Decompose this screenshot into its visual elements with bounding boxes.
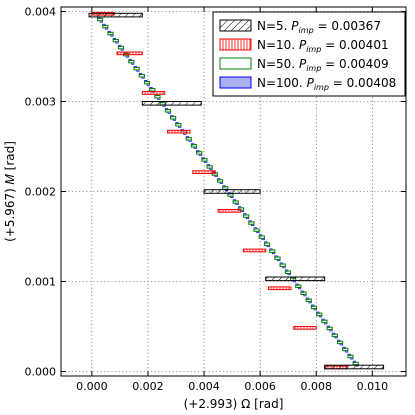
y-tick-label: 0.003 — [25, 96, 57, 109]
data-box — [88, 12, 143, 18]
legend: N=5. Pimp = 0.00367 N=10. Pimp = 0.00401 N… — [212, 11, 406, 97]
data-box — [310, 305, 318, 310]
data-box — [263, 242, 271, 246]
data-box — [185, 137, 192, 141]
data-box — [206, 165, 213, 169]
x-tick-label: 0.004 — [188, 380, 220, 393]
data-box — [347, 354, 354, 359]
data-box — [107, 31, 114, 36]
data-box — [336, 340, 344, 345]
data-box — [248, 221, 255, 225]
data-box — [170, 116, 177, 120]
x-axis-label: (+2.993) Ω [rad] — [184, 397, 284, 411]
data-box — [265, 276, 326, 282]
data-box — [117, 45, 125, 50]
data-box — [269, 249, 276, 253]
data-box — [227, 193, 234, 197]
data-box — [216, 179, 224, 183]
legend-label: N=50. Pimp = 0.00409 — [257, 57, 389, 73]
data-box — [331, 333, 338, 338]
data-box — [133, 66, 140, 71]
data-box — [253, 228, 260, 232]
y-tick-label: 0.004 — [25, 6, 57, 19]
y-axis-label: (+5.967) 𝑀 [rad] — [3, 141, 17, 242]
data-box — [300, 291, 307, 296]
data-box — [258, 235, 265, 239]
data-box — [96, 17, 104, 22]
data-box — [175, 123, 182, 127]
data-layer — [88, 11, 385, 370]
data-box — [102, 24, 109, 29]
data-box — [203, 189, 261, 194]
data-box — [143, 80, 151, 85]
data-box — [112, 38, 119, 43]
data-box — [324, 364, 385, 370]
data-box — [167, 129, 191, 134]
data-box — [232, 200, 239, 204]
data-box — [149, 87, 156, 92]
data-box — [138, 73, 145, 78]
data-box — [192, 170, 216, 175]
data-box — [116, 51, 143, 56]
legend-swatch — [219, 38, 252, 51]
legend-label: N=5. Pimp = 0.00367 — [257, 19, 381, 35]
data-box — [279, 263, 286, 267]
x-tick-label: 0.006 — [244, 380, 276, 393]
data-box — [352, 361, 359, 366]
data-box — [293, 326, 317, 330]
data-box — [128, 59, 135, 64]
legend-swatch — [219, 57, 252, 70]
legend-swatch — [219, 76, 252, 89]
y-tick-label: 0.002 — [25, 186, 57, 199]
data-box — [316, 312, 323, 317]
data-box — [243, 214, 250, 218]
legend-label: N=10. Pimp = 0.00401 — [257, 38, 389, 54]
data-box — [141, 91, 166, 95]
x-tick-label: 0.008 — [300, 380, 332, 393]
x-tick-label: 0.000 — [76, 380, 108, 393]
data-box — [196, 151, 203, 155]
y-tick-label: 0.000 — [25, 366, 57, 379]
data-box — [164, 109, 172, 113]
data-box — [342, 347, 349, 352]
data-box — [326, 326, 333, 331]
legend-swatch — [219, 19, 252, 32]
data-box — [141, 101, 202, 106]
x-tick-label: 0.010 — [357, 380, 389, 393]
data-box — [268, 286, 292, 291]
data-box — [154, 95, 161, 99]
series-0 — [88, 12, 385, 370]
data-box — [274, 256, 281, 260]
legend-label: N=100. Pimp = 0.00408 — [257, 76, 396, 92]
data-box — [305, 298, 312, 303]
data-box — [201, 158, 208, 162]
data-box — [284, 270, 291, 274]
data-box — [321, 319, 328, 324]
data-box — [222, 186, 229, 190]
y-tick-label: 0.001 — [25, 276, 57, 289]
ticks: 0.000 0.002 0.004 0.006 0.008 0.010 0.000 0.001… — [25, 6, 406, 393]
data-box — [295, 284, 302, 288]
x-tick-label: 0.002 — [132, 380, 164, 393]
data-box — [190, 144, 198, 148]
data-box — [217, 209, 242, 213]
data-box — [242, 248, 267, 253]
